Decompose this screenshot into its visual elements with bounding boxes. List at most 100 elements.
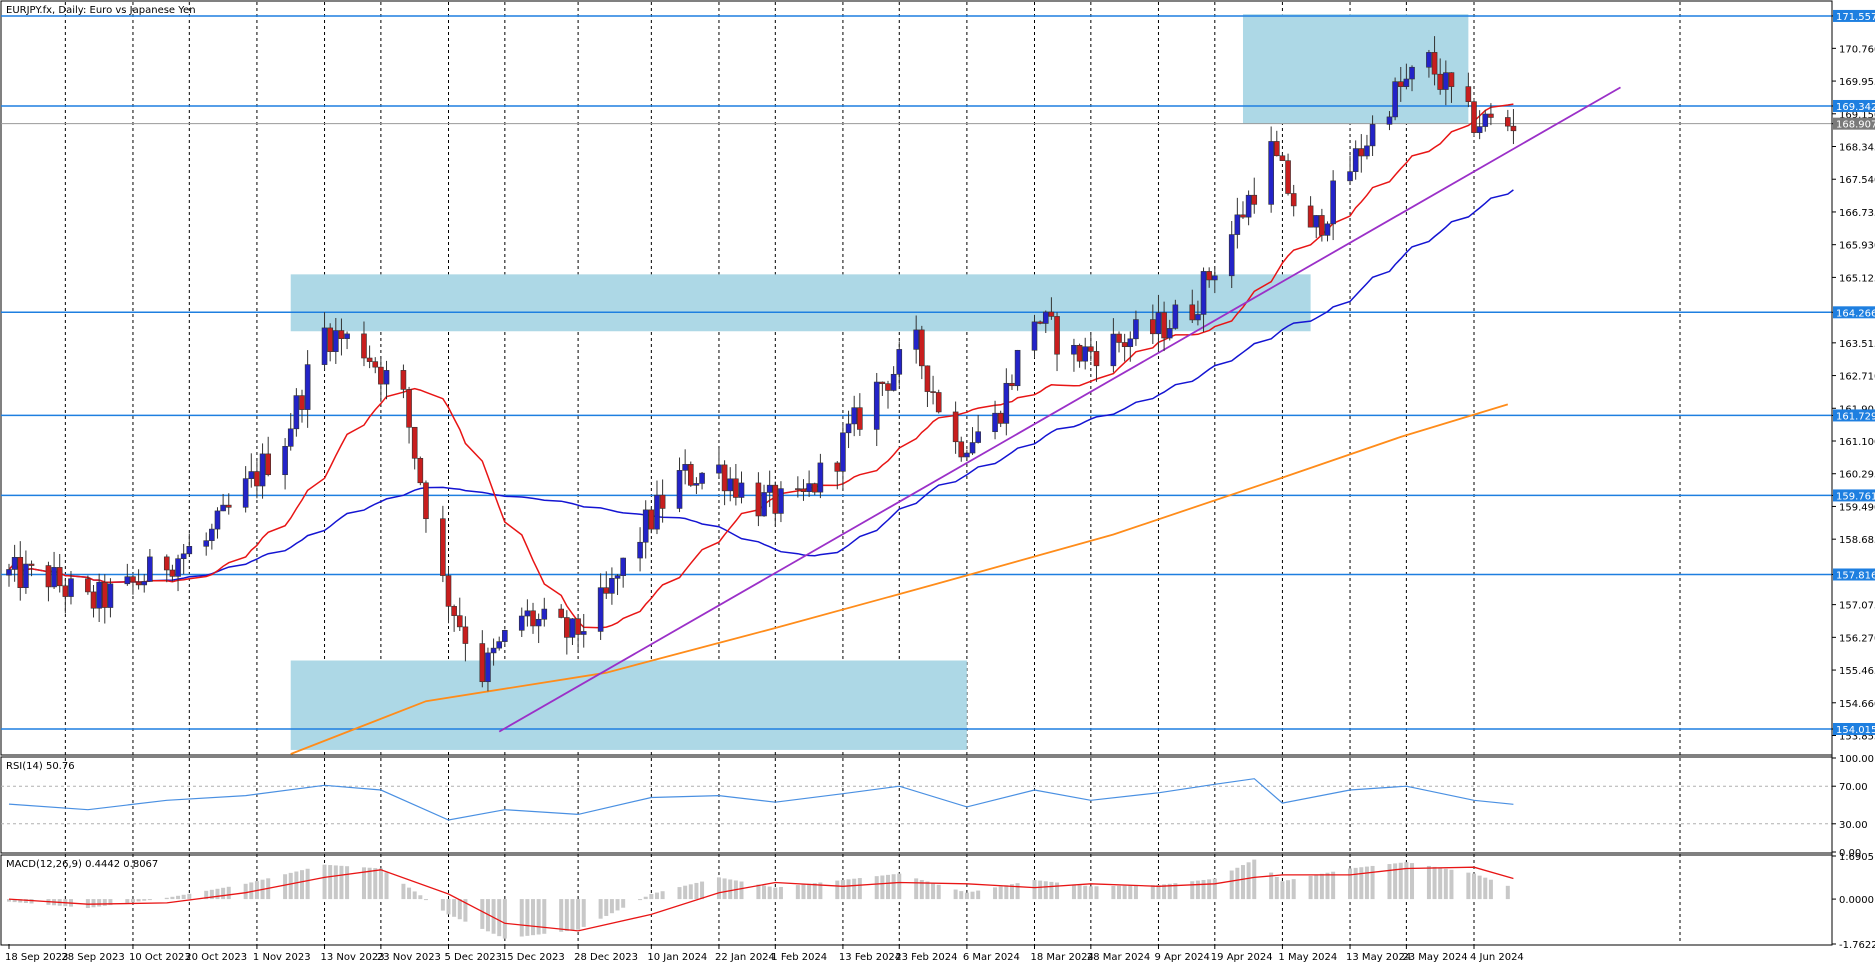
macd-histogram-bar — [91, 899, 96, 908]
price-tick-label: 160.295 — [1839, 470, 1875, 481]
macd-histogram-bar — [576, 899, 581, 930]
candle-body — [693, 483, 700, 486]
macd-histogram-bar — [1449, 869, 1454, 900]
candle-body — [1476, 126, 1483, 133]
price-tick-label: 158.685 — [1839, 535, 1875, 546]
macd-signal-line — [8, 866, 1514, 932]
macd-histogram-bar — [294, 871, 299, 900]
macd-histogram-bar — [502, 899, 507, 939]
candle-body — [135, 581, 142, 586]
price-tick-label: 156.270 — [1839, 633, 1875, 644]
macd-histogram-bar — [1201, 879, 1206, 900]
candle-body — [840, 432, 846, 472]
macd-histogram-bar — [1488, 879, 1493, 900]
level-tag-label: 169.342 — [1836, 102, 1875, 113]
macd-histogram-bar — [221, 887, 226, 900]
candle-body — [293, 395, 300, 430]
macd-histogram-bar — [756, 884, 761, 900]
macd-indicator — [7, 859, 1514, 939]
trendline[interactable] — [498, 86, 1621, 733]
macd-panel[interactable]: MACD(12,26,9) 0.4442 0.8067 — [0, 854, 1833, 946]
macd-histogram-bar — [1128, 885, 1133, 900]
macd-histogram-bar — [1274, 876, 1279, 900]
macd-histogram-bar — [328, 865, 333, 900]
macd-histogram-bar — [102, 899, 107, 906]
candle-body — [682, 464, 688, 471]
macd-histogram-bar — [378, 868, 383, 900]
macd-histogram-bar — [226, 886, 231, 900]
candle-body — [1324, 223, 1331, 236]
candle-body — [1307, 205, 1314, 228]
candle-body — [1443, 72, 1449, 90]
macd-histogram-bar — [1235, 867, 1240, 900]
price-axis: 171.557 170.760 169.955 169.342169.150168.9… — [1831, 1, 1875, 944]
macd-histogram-bar — [1364, 866, 1369, 900]
candle-body — [580, 631, 587, 635]
macd-histogram-bar — [976, 890, 981, 900]
candle-body — [1172, 304, 1179, 329]
candle-body — [1228, 234, 1235, 277]
candle-body — [873, 381, 880, 430]
candle-body — [423, 482, 429, 520]
candle-body — [1195, 314, 1201, 321]
candle-body — [1076, 344, 1083, 362]
candle-body — [1319, 215, 1325, 236]
candle-body — [17, 556, 24, 589]
candle-body — [1200, 271, 1207, 315]
candle-body — [107, 583, 114, 608]
macd-histogram-bar — [739, 881, 744, 900]
macd-histogram-bar — [1252, 859, 1257, 900]
moving-average-slow — [290, 403, 1509, 755]
macd-tick-label: 1.6905 — [1839, 852, 1874, 863]
macd-histogram-bar — [1438, 867, 1443, 900]
candle-body — [180, 553, 187, 559]
horizontal-levels[interactable] — [1, 15, 1832, 730]
macd-histogram-bar — [1077, 885, 1082, 900]
macd-histogram-bar — [857, 878, 862, 900]
macd-histogram-bar — [142, 899, 147, 901]
price-tick-label: 153.855 — [1839, 732, 1875, 743]
macd-histogram-bar — [604, 899, 609, 916]
candle-body — [1240, 214, 1246, 218]
macd-histogram-bar — [29, 899, 34, 904]
macd-histogram-bar — [7, 899, 11, 902]
macd-histogram-bar — [361, 867, 366, 900]
moving-average-mid — [8, 189, 1514, 583]
candle-body — [1431, 52, 1438, 75]
macd-histogram-bar — [136, 899, 141, 902]
candle-body — [344, 333, 350, 339]
level-tag — [1833, 409, 1875, 422]
macd-histogram-bar — [598, 899, 603, 919]
macd-histogram-bar — [886, 874, 890, 900]
candle-body — [214, 510, 221, 530]
macd-histogram-bar — [1207, 879, 1212, 900]
macd-histogram-bar — [953, 889, 958, 900]
macd-histogram-bar — [181, 894, 186, 900]
price-panel[interactable]: EURJPY.fx, Daily: Euro vs Japanese Yen — [0, 0, 1833, 944]
candle-body — [282, 446, 288, 476]
candle-body — [733, 478, 739, 498]
candle-body — [254, 471, 260, 487]
macd-histogram-bar — [812, 883, 817, 900]
candle-body — [614, 575, 621, 579]
rsi-tick-label: 70.00 — [1839, 782, 1868, 793]
macd-histogram-bar — [1280, 881, 1285, 900]
time-label: 28 Dec 2023 — [574, 952, 638, 963]
macd-histogram-bar — [970, 891, 975, 900]
candle-body — [417, 457, 424, 484]
candle-body — [896, 349, 903, 375]
candle-body — [964, 452, 970, 458]
candle-body — [738, 482, 745, 498]
candle-body — [642, 509, 649, 543]
macd-histogram-bar — [897, 873, 902, 900]
macd-histogram-bar — [531, 899, 536, 936]
macd-histogram-bar — [880, 875, 885, 900]
candle-body — [1392, 81, 1398, 118]
candle-body — [1386, 116, 1393, 125]
candle-body — [1121, 342, 1128, 347]
candle-body — [620, 557, 626, 576]
macd-histogram-bar — [1004, 885, 1009, 900]
candle-body — [68, 578, 74, 597]
macd-histogram-bar — [1432, 866, 1437, 900]
